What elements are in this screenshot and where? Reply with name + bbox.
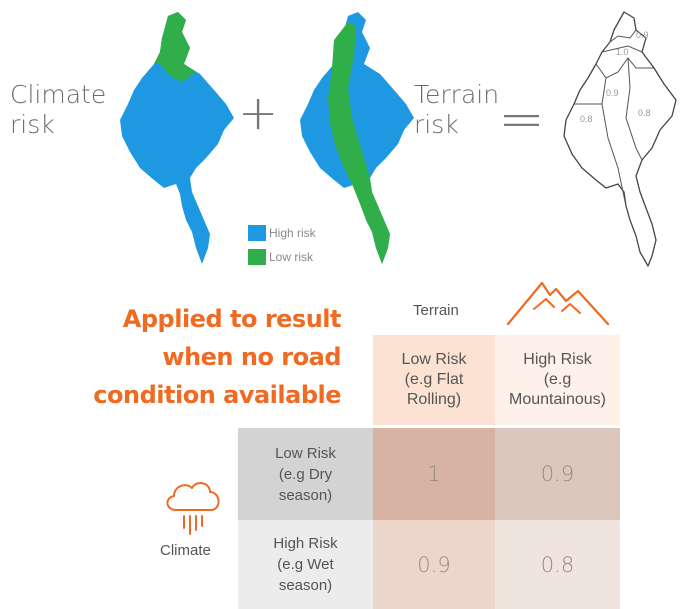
legend-high-swatch (248, 225, 266, 241)
matrix-cell-low-high: 0.9 (495, 428, 620, 520)
terrain-risk-label: Terrain risk (414, 80, 500, 139)
col-header-high-risk: High Risk (e.g Mountainous) (495, 335, 620, 425)
row-header-high-risk: High Risk (e.g Wet season) (238, 520, 373, 609)
result-zone-value: 0.9 (606, 88, 619, 98)
terrain-axis-label: Terrain (413, 302, 459, 319)
matrix-cell-high-low: 0.9 (373, 520, 495, 609)
terrain-map-low-region (328, 22, 390, 264)
result-risk-map: 0.9 1.0 0.9 0.8 0.8 (563, 11, 677, 267)
result-zone-value: 0.8 (638, 108, 651, 118)
equals-sign: = (498, 87, 545, 152)
rain-cloud-icon (166, 482, 220, 535)
legend-low-label: Low risk (269, 250, 314, 264)
legend-low-swatch (248, 249, 266, 265)
result-zone-value: 0.9 (636, 30, 649, 40)
col-header-low-risk: Low Risk (e.g Flat Rolling) (373, 335, 495, 425)
matrix-cell-high-high: 0.8 (495, 520, 620, 609)
climate-risk-map (120, 12, 234, 264)
result-zone-value: 0.8 (580, 114, 593, 124)
plus-sign: + (238, 85, 279, 141)
row-header-low-risk: Low Risk (e.g Dry season) (238, 428, 373, 520)
matrix-cell-low-low: 1 (373, 428, 495, 520)
climate-risk-label: Climate risk (10, 80, 107, 139)
climate-axis-label: Climate (160, 542, 211, 559)
mountain-icon (506, 281, 610, 326)
climate-map-low-region (154, 12, 196, 82)
legend-high-label: High risk (269, 226, 316, 240)
climate-map-high-region (120, 12, 234, 264)
result-zone-value: 1.0 (616, 47, 629, 57)
headline: Applied to result when no road condition… (93, 305, 341, 409)
terrain-risk-map (300, 12, 414, 264)
